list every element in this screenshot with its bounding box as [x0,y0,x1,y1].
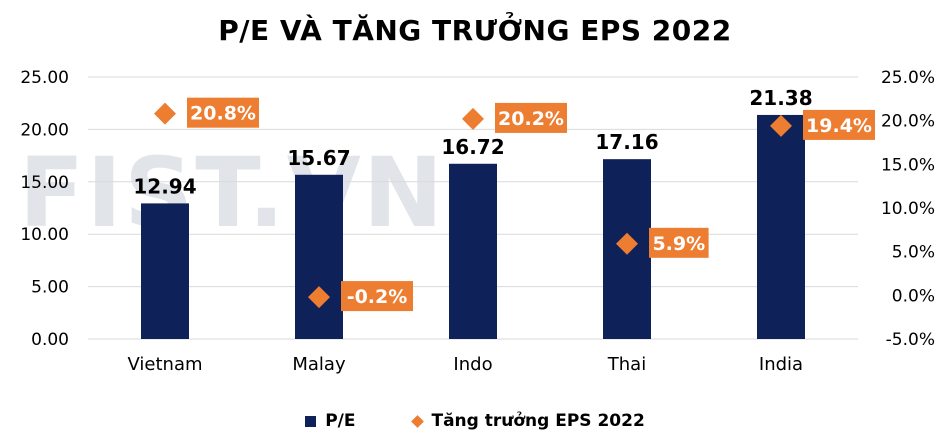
eps-marker-label: -0.2% [347,286,408,308]
legend-swatch-eps [411,414,425,428]
eps-marker [308,286,330,309]
pe-bars [141,114,805,340]
pe-bar-label: 15.67 [287,146,350,170]
watermark-text: FIST.VN [19,137,445,249]
pe-bar-label: 17.16 [595,130,658,154]
right-tick-label: 20.0% [881,112,935,132]
eps-label-box [649,227,709,258]
category-label: Malay [292,354,346,375]
right-axis: 25.0% 20.0% 15.0% 10.0% 5.0% 0.0% -5.0% [881,68,935,350]
left-tick-label: 0.00 [31,330,69,350]
legend-label-pe: P/E [325,411,356,431]
right-tick-label: 10.0% [881,199,935,219]
eps-marker-label: 20.2% [498,108,564,130]
legend-swatch-pe [305,415,317,427]
eps-marker [770,114,792,137]
pe-bar [141,203,189,339]
watermark: FIST.VN [19,137,445,249]
eps-marker-label: 5.9% [652,233,705,255]
pe-bar-label: 16.72 [441,135,504,159]
eps-marker [154,102,176,125]
left-tick-label: 25.00 [20,68,69,88]
left-tick-label: 15.00 [20,173,69,193]
eps-label-box [803,109,875,140]
left-tick-label: 20.00 [20,120,69,140]
chart-title: P/E VÀ TĂNG TRƯỞNG EPS 2022 [218,14,732,47]
category-label: Indo [453,354,492,375]
category-label: India [759,354,803,375]
eps-label-box [187,97,259,128]
eps-label-box [495,102,567,133]
left-tick-label: 10.00 [20,225,69,245]
x-axis-categories: Vietnam Malay Indo Thai India [127,354,803,375]
category-label: Thai [607,354,646,375]
legend-item-eps: Tăng trưởng EPS 2022 [411,411,645,431]
right-tick-label: 15.0% [881,155,935,175]
eps-marker [462,107,484,130]
right-tick-label: -5.0% [886,330,935,350]
eps-markers [154,102,792,309]
legend: P/E Tăng trưởng EPS 2022 [0,408,950,434]
eps-marker [616,232,638,255]
eps-marker-labels: 20.8% -0.2% 20.2% 5.9% 19.4% [187,97,875,312]
legend-item-pe: P/E [305,411,355,431]
eps-marker-label: 19.4% [806,115,872,137]
pe-bar [449,163,497,339]
left-axis: 25.00 20.00 15.00 10.00 5.00 0.00 [20,68,69,350]
pe-bar [295,174,343,339]
pe-bar [757,114,805,340]
pe-bar-label: 12.94 [133,174,196,198]
left-tick-label: 5.00 [31,278,69,298]
pe-bar-labels: 12.94 15.67 16.72 17.16 21.38 [133,86,812,198]
pe-bar-label: 21.38 [749,86,812,110]
legend-label-eps: Tăng trưởng EPS 2022 [431,411,645,431]
eps-marker-label: 20.8% [190,103,256,125]
eps-label-box [341,281,413,312]
right-tick-label: 0.0% [892,286,935,306]
right-tick-label: 5.0% [892,243,935,263]
right-tick-label: 25.0% [881,68,935,88]
category-label: Vietnam [127,354,202,375]
